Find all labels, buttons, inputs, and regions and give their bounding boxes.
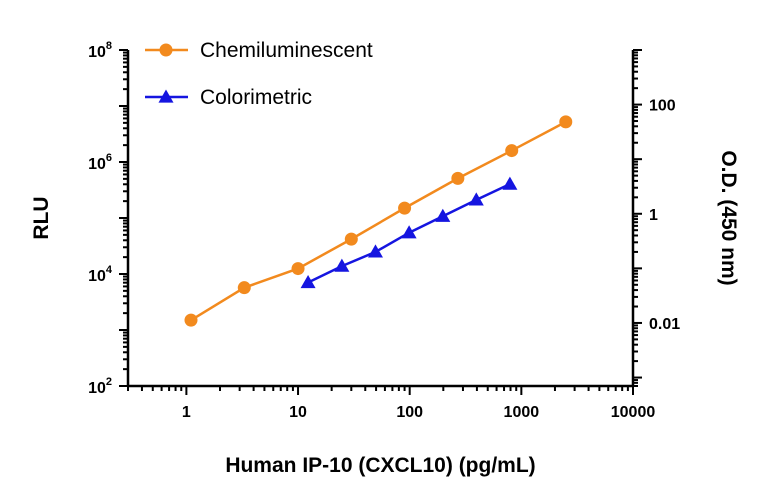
axes: 1 10 100 1000 10000 102 104 106 108 0.01 1 100 bbox=[88, 40, 680, 421]
data-point bbox=[398, 201, 412, 215]
data-point bbox=[300, 275, 316, 289]
legend-item: Chemiluminescent bbox=[145, 39, 373, 62]
legend-label: Colorimetric bbox=[200, 86, 312, 109]
y-axis-title: RLU bbox=[30, 196, 53, 239]
data-point bbox=[559, 115, 573, 129]
y2-tick-label: 100 bbox=[649, 98, 676, 115]
y-tick-label: 106 bbox=[88, 152, 112, 173]
series-line bbox=[190, 120, 567, 322]
x-tick-label: 1000 bbox=[504, 404, 540, 421]
x-tick-label: 1 bbox=[182, 404, 191, 421]
data-point bbox=[184, 313, 198, 327]
series-colorimetric bbox=[300, 176, 518, 289]
data-point bbox=[367, 244, 383, 258]
x-tick-label: 100 bbox=[396, 404, 423, 421]
data-point bbox=[435, 208, 451, 222]
series-layer bbox=[184, 115, 573, 327]
data-point bbox=[451, 171, 465, 185]
legend-marker bbox=[159, 43, 173, 57]
data-point bbox=[505, 144, 519, 158]
y-tick-label: 108 bbox=[88, 40, 112, 61]
legend: Chemiluminescent Colorimetric bbox=[145, 39, 373, 109]
legend-item: Colorimetric bbox=[145, 86, 312, 109]
data-point bbox=[291, 262, 305, 276]
x-tick-label: 10000 bbox=[611, 404, 656, 421]
legend-label: Chemiluminescent bbox=[200, 39, 373, 62]
data-point bbox=[344, 232, 358, 246]
y-tick-label: 102 bbox=[88, 376, 112, 397]
data-point bbox=[237, 281, 251, 295]
x-tick-label: 10 bbox=[289, 404, 307, 421]
legend-marker bbox=[158, 89, 174, 103]
data-point bbox=[502, 176, 518, 190]
data-point bbox=[468, 192, 484, 206]
y2-axis-title: O.D. (450 nm) bbox=[717, 150, 740, 285]
y2-tick-label: 0.01 bbox=[649, 316, 680, 333]
y-tick-label: 104 bbox=[88, 264, 113, 285]
data-point bbox=[401, 225, 417, 239]
y2-tick-label: 1 bbox=[649, 207, 658, 224]
x-axis-title: Human IP-10 (CXCL10) (pg/mL) bbox=[225, 454, 535, 477]
series-chemiluminescent bbox=[184, 115, 573, 327]
data-point bbox=[334, 258, 350, 272]
